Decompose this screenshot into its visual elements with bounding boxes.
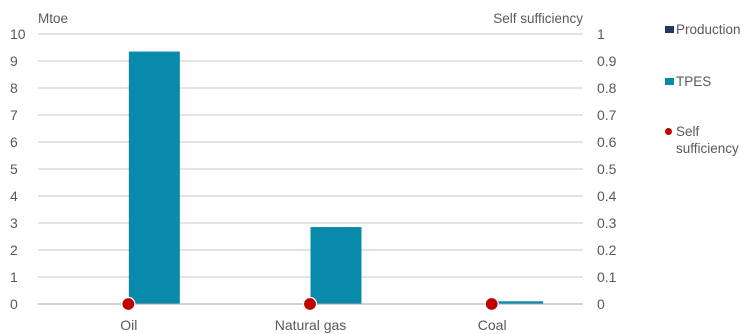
bar-tpes: [128, 51, 180, 304]
marker-self-sufficiency: [302, 296, 318, 312]
right-tick-label: 0.4: [597, 188, 617, 204]
left-tick-label: 10: [10, 26, 26, 42]
left-tick-label: 9: [10, 53, 18, 69]
legend-item-production: Production: [664, 21, 750, 38]
left-tick-label: 5: [10, 161, 18, 177]
bar-tpes: [492, 301, 544, 304]
right-axis-title: Self sufficiency: [493, 11, 583, 26]
right-tick-label: 0.7: [597, 107, 617, 123]
right-tick-label: 0.9: [597, 53, 617, 69]
marker-self-sufficiency: [484, 296, 499, 312]
right-tick-label: 0.3: [597, 215, 617, 231]
right-tick-label: 0: [597, 296, 605, 312]
legend-item-tpes: TPES: [664, 73, 750, 90]
left-tick-label: 2: [10, 242, 18, 258]
legend-label-self-sufficiency: Self sufficiency: [676, 124, 739, 156]
legend-swatch-tpes: [665, 78, 674, 85]
category-label: Oil: [120, 317, 137, 333]
right-tick-label: 0.2: [597, 242, 617, 258]
self-sufficiency-markers: [121, 296, 499, 312]
right-tick-label: 0.1: [597, 269, 617, 285]
category-label: Natural gas: [275, 317, 347, 333]
left-tick-label: 7: [10, 107, 18, 123]
right-tick-label: 0.8: [597, 80, 617, 96]
right-tick-label: 1: [597, 26, 605, 42]
category-label: Coal: [478, 317, 507, 333]
right-tick-label: 0.6: [597, 134, 617, 150]
legend-marker-self-sufficiency: [665, 128, 672, 135]
bars: [128, 51, 544, 304]
left-tick-label: 3: [10, 215, 18, 231]
left-axis-ticks: 0 1 2 3 4 5 6 7 8 9 10: [10, 26, 26, 312]
left-tick-label: 8: [10, 80, 18, 96]
marker-self-sufficiency: [121, 296, 136, 312]
legend-item-self-sufficiency: Self sufficiency: [664, 123, 750, 157]
right-axis-ticks: 0 0.1 0.2 0.3 0.4 0.5 0.6 0.7 0.8 0.9 1: [597, 26, 617, 312]
legend-label-production: Production: [676, 22, 741, 37]
legend-label-tpes: TPES: [676, 74, 712, 89]
left-axis-title: Mtoe: [38, 11, 68, 26]
category-labels: Oil Natural gas Coal: [120, 317, 506, 333]
left-tick-label: 6: [10, 134, 18, 150]
right-tick-label: 0.5: [597, 161, 617, 177]
legend: Production TPES Self sufficiency: [664, 20, 750, 157]
left-tick-label: 1: [10, 269, 18, 285]
legend-swatch-production: [665, 26, 674, 33]
left-tick-label: 0: [10, 296, 18, 312]
bar-tpes: [310, 227, 362, 304]
left-tick-label: 4: [10, 188, 18, 204]
